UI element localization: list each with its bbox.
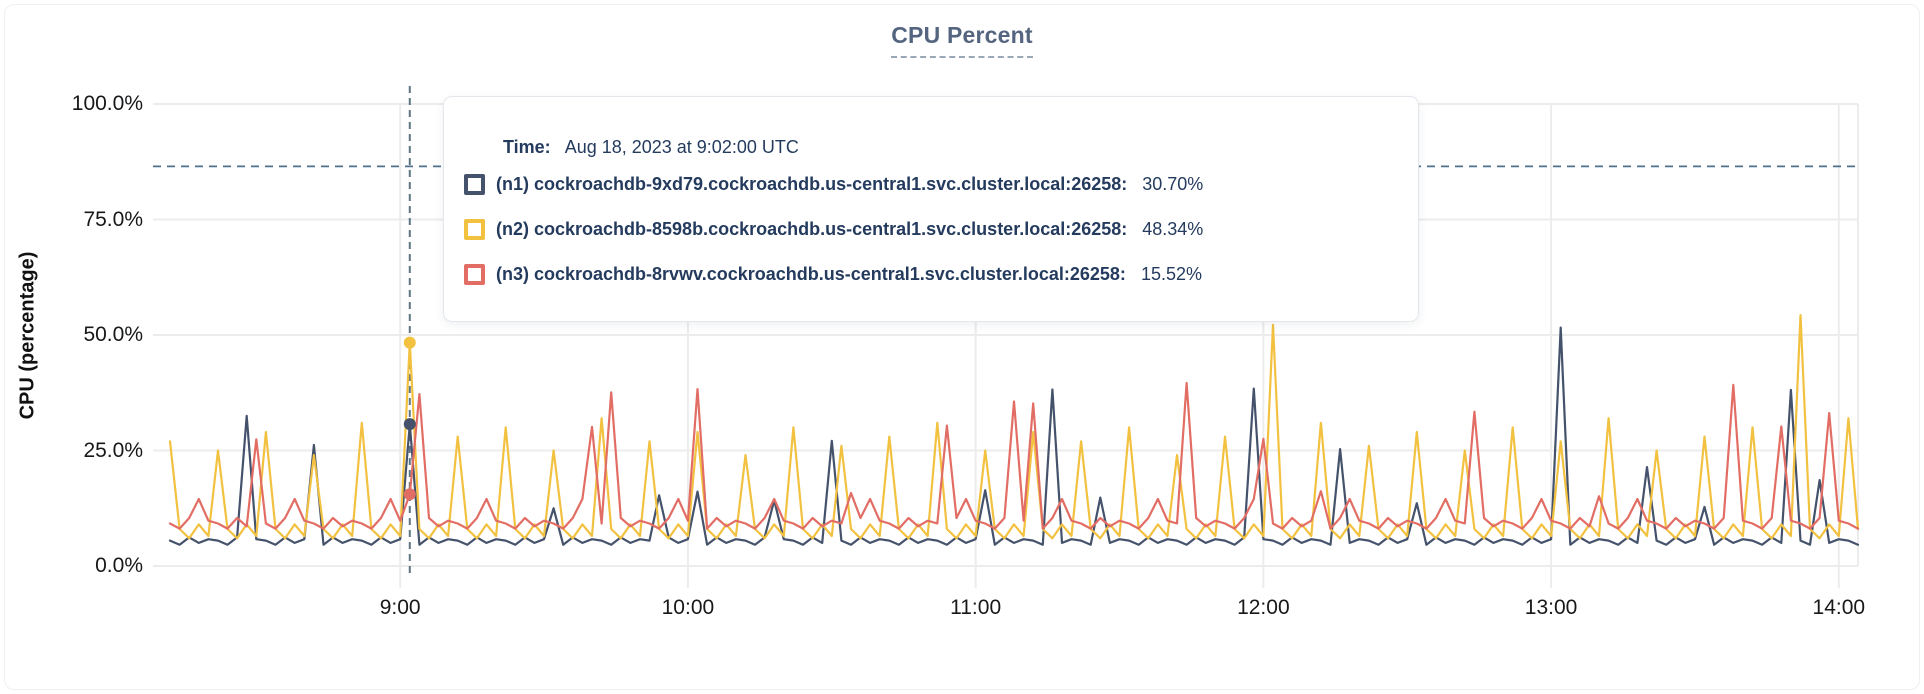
series-n2-value: 48.34% <box>1142 218 1204 239</box>
tooltip-time-label: Time: <box>503 137 551 157</box>
series-n3-name: (n3) cockroachdb-8rvwv.cockroachdb.us-ce… <box>496 263 1126 284</box>
hover-dot-n3 <box>403 488 416 501</box>
series-n1-name: (n1) cockroachdb-9xd79.cockroachdb.us-ce… <box>496 173 1128 194</box>
series-n1-swatch-icon <box>464 173 485 195</box>
hover-dot-n2 <box>403 336 416 349</box>
tooltip-time-row: Time: Aug 18, 2023 at 9:02:00 UTC <box>503 137 799 158</box>
tooltip-time-value: Aug 18, 2023 at 9:02:00 UTC <box>564 137 799 157</box>
series-n3-swatch-icon <box>464 263 485 285</box>
series-n2-line <box>168 314 1860 540</box>
hover-dot-n1 <box>403 418 416 431</box>
tooltip-series-row-n2: (n2) cockroachdb-8598b.cockroachdb.us-ce… <box>464 218 1203 240</box>
hover-tooltip: Time: Aug 18, 2023 at 9:02:00 UTC (n1) co… <box>443 96 1419 322</box>
series-n2-name: (n2) cockroachdb-8598b.cockroachdb.us-ce… <box>496 218 1128 239</box>
tooltip-series-row-n1: (n1) cockroachdb-9xd79.cockroachdb.us-ce… <box>464 173 1203 195</box>
series-n3-value: 15.52% <box>1140 263 1202 284</box>
tooltip-series-row-n3: (n3) cockroachdb-8rvwv.cockroachdb.us-ce… <box>464 263 1202 285</box>
series-n3-line <box>168 381 1860 530</box>
series-n2-swatch-icon <box>464 218 485 240</box>
series-n1-value: 30.70% <box>1142 173 1204 194</box>
series-n1-line <box>168 326 1860 546</box>
